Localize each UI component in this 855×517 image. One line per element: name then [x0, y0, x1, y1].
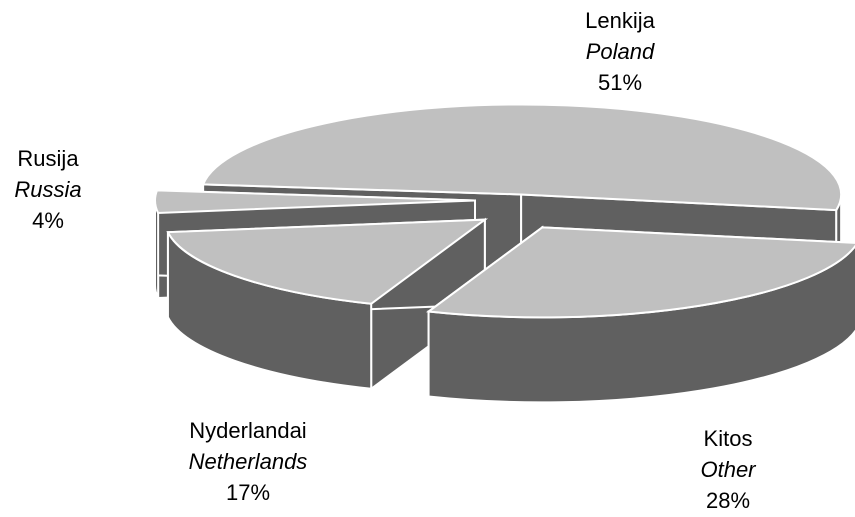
slice-label: Nyderlandai [189, 418, 306, 443]
slice-top [201, 103, 843, 212]
slice-label-en: Other [700, 457, 757, 482]
value-label: 17% [226, 480, 270, 505]
slice-label: Rusija [17, 146, 79, 171]
value-label: 4% [32, 208, 64, 233]
slice [166, 217, 489, 391]
value-label: 28% [706, 488, 750, 513]
slice-wall [154, 200, 160, 299]
slice-label: Lenkija [585, 8, 655, 33]
slice-label-en: Poland [586, 39, 655, 64]
slice-label-en: Russia [14, 177, 81, 202]
slice-top [166, 218, 489, 305]
value-label: 51% [598, 70, 642, 95]
slice-top [425, 226, 855, 319]
slice [425, 225, 855, 404]
slice-label-en: Netherlands [189, 449, 308, 474]
slice-top [154, 189, 476, 214]
slice-label: Kitos [704, 426, 753, 451]
